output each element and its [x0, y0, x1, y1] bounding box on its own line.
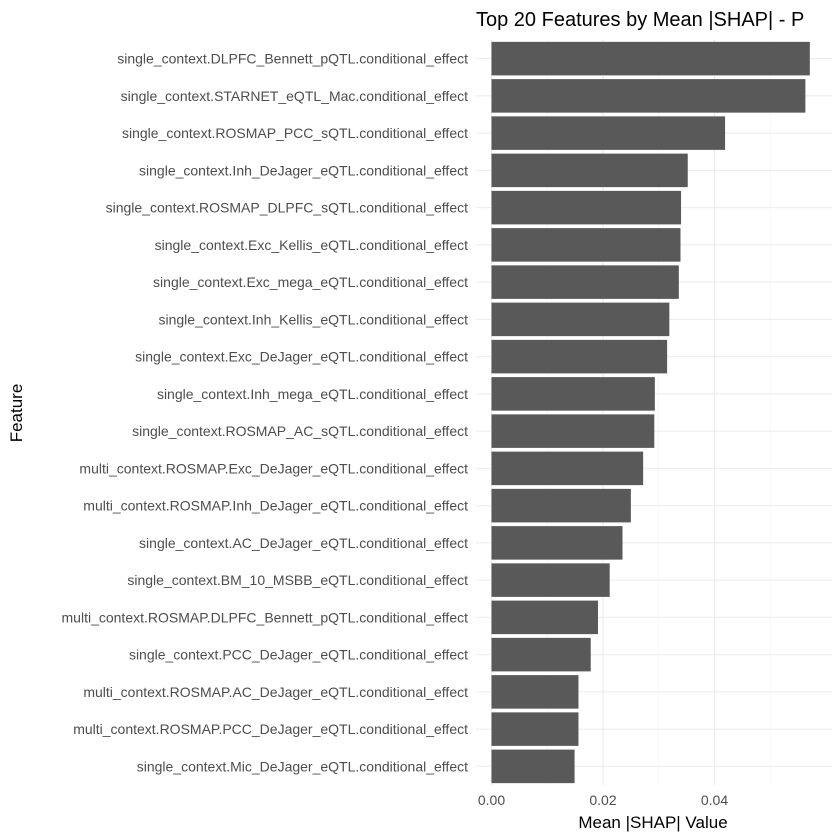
y-tick-label: single_context.ROSMAP_PCC_sQTL.condition… — [122, 125, 468, 141]
bar — [491, 302, 670, 337]
bar — [491, 749, 575, 784]
y-tick-labels: single_context.DLPFC_Bennett_pQTL.condit… — [62, 51, 469, 775]
y-tick-label: single_context.ROSMAP_AC_sQTL.conditiona… — [132, 423, 468, 439]
y-tick-label: single_context.Exc_Kellis_eQTL.condition… — [155, 237, 468, 253]
bar — [491, 153, 688, 188]
bar — [491, 265, 679, 299]
y-tick-label: multi_context.ROSMAP.PCC_DeJager_eQTL.co… — [73, 721, 468, 737]
bar — [491, 228, 681, 262]
bar — [491, 600, 598, 635]
y-tick-label: single_context.DLPFC_Bennett_pQTL.condit… — [117, 51, 468, 67]
bar — [491, 414, 655, 448]
bar — [491, 712, 579, 746]
y-tick-label: single_context.AC_DeJager_eQTL.condition… — [139, 535, 468, 551]
y-tick-label: single_context.Inh_mega_eQTL.conditional… — [157, 386, 468, 402]
y-tick-label: multi_context.ROSMAP.AC_DeJager_eQTL.con… — [83, 684, 468, 700]
y-tick-label: single_context.PCC_DeJager_eQTL.conditio… — [129, 647, 468, 663]
y-tick-label: multi_context.ROSMAP.Exc_DeJager_eQTL.co… — [79, 460, 468, 476]
y-tick-label: single_context.Exc_DeJager_eQTL.conditio… — [135, 349, 468, 365]
y-tick-label: multi_context.ROSMAP.Inh_DeJager_eQTL.co… — [83, 498, 468, 514]
y-tick-label: single_context.ROSMAP_DLPFC_sQTL.conditi… — [106, 200, 468, 216]
y-tick-label: single_context.Mic_DeJager_eQTL.conditio… — [137, 758, 468, 774]
grid-lines — [476, 40, 832, 785]
x-tick-label: 0.02 — [589, 792, 616, 808]
chart-title: Top 20 Features by Mean |SHAP| - P — [476, 9, 804, 31]
y-axis-title: Feature — [7, 384, 26, 443]
bar — [491, 451, 644, 486]
bar — [491, 488, 631, 523]
bar — [491, 637, 591, 672]
bar — [491, 526, 623, 560]
bar — [491, 190, 682, 225]
bar — [491, 116, 726, 150]
y-tick-label: single_context.Inh_DeJager_eQTL.conditio… — [139, 162, 468, 178]
bar — [491, 41, 810, 76]
x-tick-labels: 0.00 0.02 0.04 — [478, 792, 728, 808]
x-axis-title: Mean |SHAP| Value — [578, 813, 727, 832]
y-tick-label: multi_context.ROSMAP.DLPFC_Bennett_pQTL.… — [62, 609, 469, 625]
bar — [491, 563, 610, 597]
bar — [491, 675, 579, 709]
y-tick-label: single_context.Exc_mega_eQTL.conditional… — [153, 274, 468, 290]
y-tick-label: single_context.STARNET_eQTL_Mac.conditio… — [121, 88, 468, 104]
bar — [491, 377, 655, 411]
bar — [491, 79, 806, 113]
y-tick-label: single_context.Inh_Kellis_eQTL.condition… — [159, 311, 469, 327]
bar — [491, 339, 668, 374]
bars-group — [491, 41, 810, 784]
x-tick-label: 0.04 — [701, 792, 728, 808]
y-tick-label: single_context.BM_10_MSBB_eQTL.condition… — [127, 572, 468, 588]
x-tick-label: 0.00 — [478, 792, 505, 808]
